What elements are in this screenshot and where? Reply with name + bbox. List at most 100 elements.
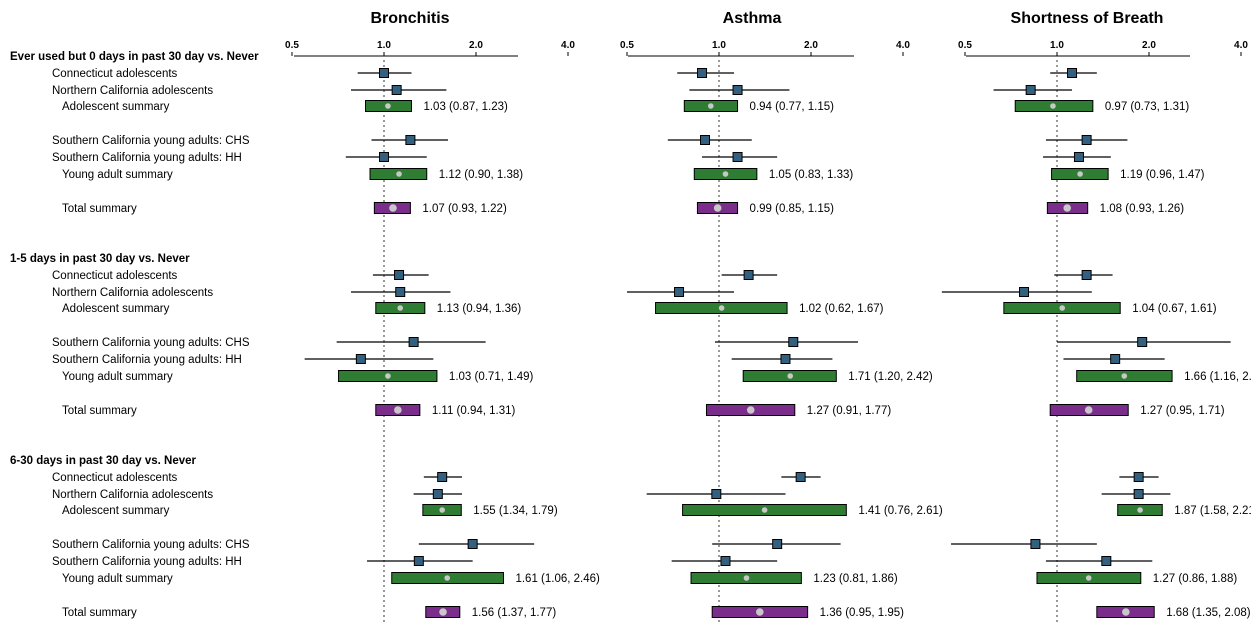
study-estimate-marker [414, 557, 423, 566]
tick-label: 2.0 [1142, 40, 1156, 51]
estimate-label: 1.12 (0.90, 1.38) [439, 169, 524, 181]
row-label: Adolescent summary [62, 101, 170, 113]
study-estimate-marker [712, 490, 721, 499]
estimate-label: 1.27 (0.86, 1.88) [1153, 573, 1238, 585]
study-estimate-marker [380, 69, 389, 78]
estimate-label: 1.03 (0.71, 1.49) [449, 371, 534, 383]
row-label: Young adult summary [62, 573, 173, 585]
estimate-label: 1.87 (1.58, 2.21) [1174, 505, 1251, 517]
study-estimate-marker [1138, 338, 1147, 347]
estimate-label: 1.41 (0.76, 2.61) [858, 505, 943, 517]
summary-estimate-dot [787, 373, 793, 379]
estimate-label: 1.04 (0.67, 1.61) [1132, 303, 1217, 315]
group-header: Ever used but 0 days in past 30 day vs. … [10, 51, 259, 63]
study-estimate-marker [1102, 557, 1111, 566]
study-estimate-marker [733, 86, 742, 95]
tick-label: 1.0 [712, 40, 726, 51]
study-estimate-marker [781, 355, 790, 364]
summary-estimate-dot [1085, 406, 1093, 414]
estimate-label: 1.56 (1.37, 1.77) [472, 607, 557, 619]
summary-estimate-dot [389, 204, 397, 212]
estimate-label: 1.23 (0.81, 1.86) [813, 573, 898, 585]
estimate-label: 0.99 (0.85, 1.15) [750, 203, 835, 215]
summary-estimate-dot [708, 103, 714, 109]
estimate-label: 1.07 (0.93, 1.22) [422, 203, 507, 215]
study-estimate-marker [744, 271, 753, 280]
tick-label: 2.0 [804, 40, 818, 51]
estimate-label: 1.13 (0.94, 1.36) [437, 303, 522, 315]
row-label: Southern California young adults: CHS [52, 135, 250, 147]
study-estimate-marker [675, 288, 684, 297]
tick-label: 2.0 [469, 40, 483, 51]
summary-estimate-dot [1050, 103, 1056, 109]
summary-estimate-dot [439, 608, 447, 616]
row-label: Southern California young adults: CHS [52, 337, 250, 349]
summary-estimate-dot [1137, 507, 1143, 513]
summary-estimate-dot [756, 608, 764, 616]
tick-label: 4.0 [1234, 40, 1248, 51]
study-estimate-marker [789, 338, 798, 347]
summary-estimate-dot [1122, 608, 1130, 616]
estimate-label: 1.11 (0.94, 1.31) [432, 405, 516, 417]
study-estimate-marker [701, 136, 710, 145]
study-estimate-marker [733, 153, 742, 162]
summary-estimate-dot [1121, 373, 1127, 379]
summary-estimate-dot [396, 171, 402, 177]
panel-title: Asthma [723, 10, 782, 27]
study-estimate-marker [392, 86, 401, 95]
row-label: Connecticut adolescents [52, 68, 178, 80]
study-estimate-marker [396, 288, 405, 297]
estimate-label: 1.05 (0.83, 1.33) [769, 169, 854, 181]
study-estimate-marker [1068, 69, 1077, 78]
group-header: 6-30 days in past 30 day vs. Never [10, 455, 197, 467]
study-estimate-marker [1031, 540, 1040, 549]
estimate-label: 1.02 (0.62, 1.67) [799, 303, 884, 315]
row-label: Southern California young adults: CHS [52, 539, 250, 551]
study-estimate-marker [1134, 473, 1143, 482]
row-label: Adolescent summary [62, 303, 170, 315]
study-estimate-marker [1111, 355, 1120, 364]
row-label: Southern California young adults: HH [52, 556, 242, 568]
study-estimate-marker [356, 355, 365, 364]
study-estimate-marker [1074, 153, 1083, 162]
summary-estimate-dot [714, 204, 722, 212]
study-estimate-marker [1020, 288, 1029, 297]
estimate-label: 1.08 (0.93, 1.26) [1100, 203, 1185, 215]
summary-estimate-dot [1063, 204, 1071, 212]
summary-estimate-dot [744, 575, 750, 581]
summary-estimate-dot [723, 171, 729, 177]
estimate-label: 1.36 (0.95, 1.95) [820, 607, 905, 619]
summary-estimate-dot [385, 103, 391, 109]
study-estimate-marker [409, 338, 418, 347]
summary-estimate-dot [1077, 171, 1083, 177]
estimate-label: 0.94 (0.77, 1.15) [750, 101, 835, 113]
study-estimate-marker [698, 69, 707, 78]
estimate-label: 1.71 (1.20, 2.42) [848, 371, 933, 383]
study-estimate-marker [1134, 490, 1143, 499]
row-label: Total summary [62, 203, 137, 215]
summary-estimate-dot [439, 507, 445, 513]
study-estimate-marker [1082, 136, 1091, 145]
study-estimate-marker [380, 153, 389, 162]
study-estimate-marker [438, 473, 447, 482]
row-label: Northern California adolescents [52, 85, 213, 97]
row-label: Connecticut adolescents [52, 270, 178, 282]
study-estimate-marker [773, 540, 782, 549]
summary-estimate-dot [385, 373, 391, 379]
summary-estimate-dot [397, 305, 403, 311]
estimate-label: 1.66 (1.16, 2.38) [1184, 371, 1251, 383]
row-label: Connecticut adolescents [52, 472, 178, 484]
panel-title: Shortness of Breath [1011, 10, 1164, 27]
row-label: Young adult summary [62, 371, 173, 383]
row-label: Total summary [62, 405, 137, 417]
study-estimate-marker [433, 490, 442, 499]
tick-label: 1.0 [1050, 40, 1064, 51]
row-label: Adolescent summary [62, 505, 170, 517]
summary-estimate-dot [747, 406, 755, 414]
tick-label: 4.0 [561, 40, 575, 51]
estimate-label: 0.97 (0.73, 1.31) [1105, 101, 1190, 113]
row-label: Northern California adolescents [52, 489, 213, 501]
summary-estimate-dot [444, 575, 450, 581]
estimate-label: 1.27 (0.91, 1.77) [807, 405, 892, 417]
